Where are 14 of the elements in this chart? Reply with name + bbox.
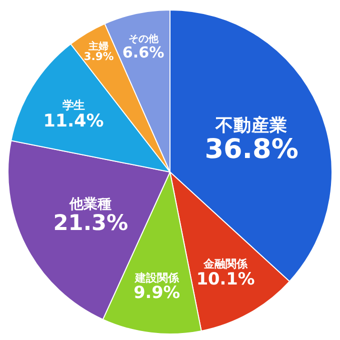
data-label: 10.1% xyxy=(196,268,255,288)
data-label: 3.9% xyxy=(84,50,114,64)
data-label: 6.6% xyxy=(122,43,164,62)
slice-label: 主婦 xyxy=(88,40,109,52)
slice-label: 学生 xyxy=(62,98,84,112)
slice-label: 建設関係 xyxy=(134,271,180,284)
data-label: 9.9% xyxy=(134,282,180,302)
slice-label: 他業種 xyxy=(68,196,112,212)
data-label: 36.8% xyxy=(204,134,298,165)
slice-label: 金融関係 xyxy=(202,258,249,271)
slice-label: その他 xyxy=(128,33,160,46)
slice-label: 不動産業 xyxy=(214,114,288,136)
data-label: 11.4% xyxy=(43,112,104,132)
data-label: 21.3% xyxy=(53,211,128,236)
